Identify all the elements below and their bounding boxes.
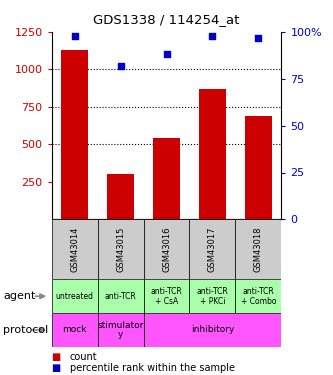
Text: ■: ■ bbox=[52, 352, 61, 362]
Bar bbox=[98, 219, 144, 279]
Text: anti-TCR
+ PKCi: anti-TCR + PKCi bbox=[196, 286, 228, 306]
Text: anti-TCR
+ Combo: anti-TCR + Combo bbox=[241, 286, 276, 306]
Text: agent: agent bbox=[3, 291, 36, 301]
Text: mock: mock bbox=[62, 326, 87, 334]
Text: GSM43014: GSM43014 bbox=[70, 226, 79, 272]
Text: anti-TCR
+ CsA: anti-TCR + CsA bbox=[151, 286, 182, 306]
Text: percentile rank within the sample: percentile rank within the sample bbox=[70, 363, 235, 373]
Bar bbox=[144, 313, 281, 347]
Text: inhibitory: inhibitory bbox=[191, 326, 234, 334]
Bar bbox=[52, 313, 98, 347]
Bar bbox=[52, 279, 98, 313]
Text: GSM43017: GSM43017 bbox=[208, 226, 217, 272]
Bar bbox=[189, 219, 235, 279]
Text: untreated: untreated bbox=[56, 292, 94, 301]
Point bbox=[210, 33, 215, 39]
Bar bbox=[245, 116, 272, 219]
Bar bbox=[144, 219, 189, 279]
Text: GDS1338 / 114254_at: GDS1338 / 114254_at bbox=[93, 13, 240, 26]
Bar bbox=[189, 279, 235, 313]
Text: stimulator
y: stimulator y bbox=[97, 321, 144, 339]
Text: anti-TCR: anti-TCR bbox=[105, 292, 137, 301]
Point bbox=[72, 33, 77, 39]
Bar bbox=[144, 279, 189, 313]
Text: GSM43018: GSM43018 bbox=[254, 226, 263, 272]
Point bbox=[164, 51, 169, 57]
Bar bbox=[235, 279, 281, 313]
Bar bbox=[98, 279, 144, 313]
Bar bbox=[235, 219, 281, 279]
Bar bbox=[61, 50, 88, 219]
Bar bbox=[98, 313, 144, 347]
Bar bbox=[52, 219, 98, 279]
Text: count: count bbox=[70, 352, 98, 362]
Text: GSM43015: GSM43015 bbox=[116, 226, 125, 272]
Bar bbox=[107, 174, 134, 219]
Text: GSM43016: GSM43016 bbox=[162, 226, 171, 272]
Point bbox=[256, 34, 261, 40]
Text: protocol: protocol bbox=[3, 325, 49, 335]
Bar bbox=[153, 138, 180, 219]
Point bbox=[118, 63, 123, 69]
Text: ■: ■ bbox=[52, 363, 61, 373]
Bar bbox=[199, 89, 226, 219]
